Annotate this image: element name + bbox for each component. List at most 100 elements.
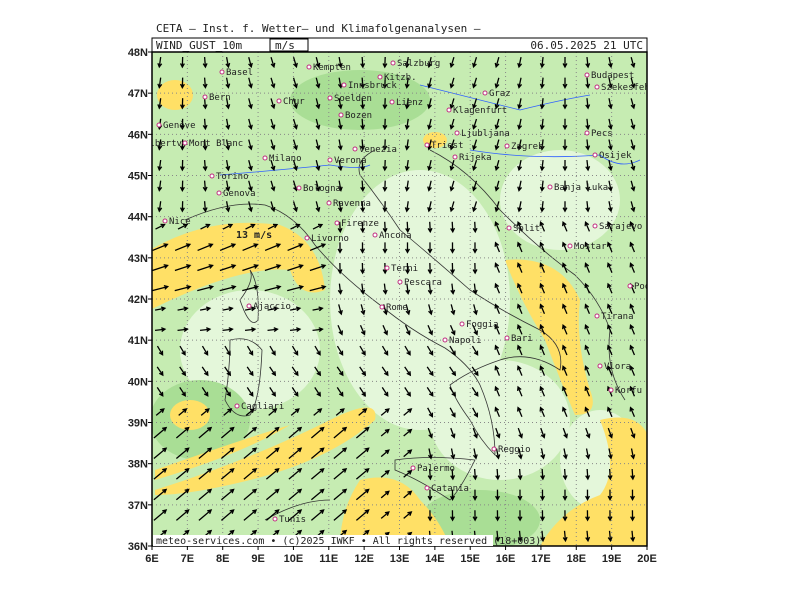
city-dot — [592, 223, 598, 229]
wind-arrow — [517, 344, 523, 356]
wind-arrow — [495, 448, 501, 460]
wind-arrow — [562, 262, 568, 273]
city-dot — [594, 84, 600, 90]
wind-arrow — [179, 77, 185, 89]
wind-arrow — [310, 447, 325, 460]
wind-arrow — [155, 408, 165, 416]
wind-arrow — [539, 344, 546, 356]
wind-arrow — [585, 118, 591, 131]
wind-arrow — [473, 304, 478, 316]
wind-arrow — [315, 98, 321, 110]
wind-arrow — [382, 201, 388, 213]
lon-label: 10E — [284, 553, 304, 565]
wind-arrow — [310, 509, 325, 521]
city-label: Pecs — [591, 129, 613, 139]
wind-arrow — [607, 489, 613, 501]
wind-arrow — [220, 447, 235, 460]
wind-arrow — [472, 407, 479, 418]
wind-arrow — [310, 467, 325, 480]
city-dot — [162, 218, 168, 224]
city-label: Osijek — [599, 151, 632, 161]
wind-arrow — [449, 324, 456, 336]
unit-box — [269, 38, 309, 52]
wind-arrow — [243, 426, 258, 439]
wind-arrow — [225, 56, 231, 69]
wind-arrow — [450, 242, 455, 254]
wind-arrow — [179, 118, 185, 131]
city-label: Genova — [223, 189, 256, 199]
wind-arrow — [289, 327, 302, 333]
wind-arrow — [562, 118, 568, 131]
wind-arrow — [449, 77, 455, 89]
wind-arrow — [312, 223, 324, 230]
wind-arrow — [450, 262, 456, 275]
wind-arrow — [292, 160, 298, 172]
city-label: Rome — [386, 303, 408, 313]
lon-label: 7E — [181, 553, 194, 565]
city-dot — [326, 200, 332, 206]
city-dot — [334, 220, 340, 226]
wind-arrow — [382, 77, 388, 89]
city-label: Split — [513, 224, 540, 234]
wind-arrow — [607, 241, 613, 253]
wind-arrow — [337, 324, 344, 336]
wind-arrow — [630, 180, 636, 192]
wind-arrow — [179, 139, 185, 151]
wind-arrow — [427, 180, 433, 192]
lon-label: 8E — [216, 553, 229, 565]
wind-arrow — [292, 77, 298, 89]
wind-arrow — [242, 284, 260, 292]
city-label: Basel — [226, 68, 253, 78]
wind-arrow — [404, 180, 410, 192]
wind-arrow — [200, 408, 210, 416]
wind-arrow — [427, 242, 433, 254]
wind-arrow — [494, 160, 500, 172]
city-dot — [452, 154, 458, 160]
lon-label: 17E — [531, 553, 551, 565]
wind-arrow — [225, 98, 231, 110]
lat-label: 43N — [128, 253, 148, 265]
wind-arrow — [337, 201, 343, 213]
wind-arrow — [270, 160, 276, 172]
wind-arrow — [338, 304, 343, 316]
wind-arrow — [517, 303, 523, 315]
wind-arrow — [607, 118, 613, 131]
wind-arrow — [202, 56, 208, 69]
wind-arrow — [360, 118, 366, 131]
wind-arrow — [310, 488, 325, 501]
map-area: Basel Bern Genève Albertv. Mont Blanc Chur Kem… — [152, 52, 647, 546]
wind-arrow — [315, 180, 321, 192]
wind-arrow — [585, 159, 591, 172]
lat-label: 47N — [128, 88, 148, 100]
wind-arrow — [198, 467, 213, 480]
wind-arrow — [222, 306, 234, 312]
wind-arrow — [584, 241, 591, 253]
wind-arrow — [427, 118, 433, 130]
wind-arrow — [309, 264, 327, 272]
city-dot — [567, 243, 573, 249]
city-dot — [234, 403, 240, 409]
wind-arrow — [270, 98, 276, 110]
wind-arrow — [494, 303, 501, 315]
city-dot — [584, 72, 590, 78]
wind-arrow — [494, 282, 501, 294]
wind-arrow — [630, 489, 635, 501]
wind-arrow — [404, 56, 410, 69]
city-dot — [276, 98, 282, 104]
wind-arrow — [540, 489, 545, 501]
wind-arrow — [517, 406, 523, 418]
wind-arrow — [153, 467, 168, 480]
wind-arrow — [225, 180, 231, 192]
wind-arrow — [174, 284, 192, 292]
lat-label: 46N — [128, 129, 148, 141]
wind-arrow — [539, 56, 545, 69]
lon-label: 6E — [145, 553, 158, 565]
wind-arrow — [179, 201, 185, 213]
wind-arrow — [333, 426, 348, 439]
wind-arrow — [607, 530, 613, 543]
lon-label: 20E — [637, 553, 657, 565]
wind-arrow — [629, 241, 636, 253]
city-label: Tunis — [279, 515, 306, 525]
wind-arrow — [517, 180, 523, 192]
wind-arrow — [607, 159, 613, 172]
